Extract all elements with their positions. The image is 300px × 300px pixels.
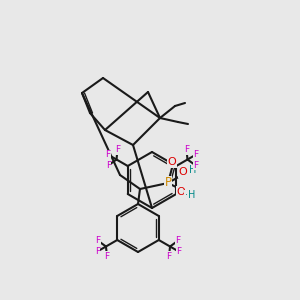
Text: F: F	[95, 236, 101, 245]
Text: O: O	[177, 187, 185, 197]
Text: F: F	[194, 150, 199, 159]
Text: P: P	[164, 176, 172, 190]
Text: O: O	[178, 167, 188, 177]
Text: ·H: ·H	[185, 190, 195, 200]
Text: F: F	[167, 252, 172, 261]
Text: F: F	[176, 247, 181, 256]
Text: H: H	[189, 165, 197, 175]
Text: F: F	[106, 161, 111, 170]
Text: F: F	[176, 236, 181, 245]
Text: F: F	[184, 145, 189, 154]
Text: F: F	[193, 161, 198, 170]
Text: F: F	[104, 252, 110, 261]
Text: F: F	[115, 145, 120, 154]
Text: F: F	[105, 150, 110, 159]
Text: F: F	[95, 247, 100, 256]
Text: O: O	[168, 157, 176, 167]
